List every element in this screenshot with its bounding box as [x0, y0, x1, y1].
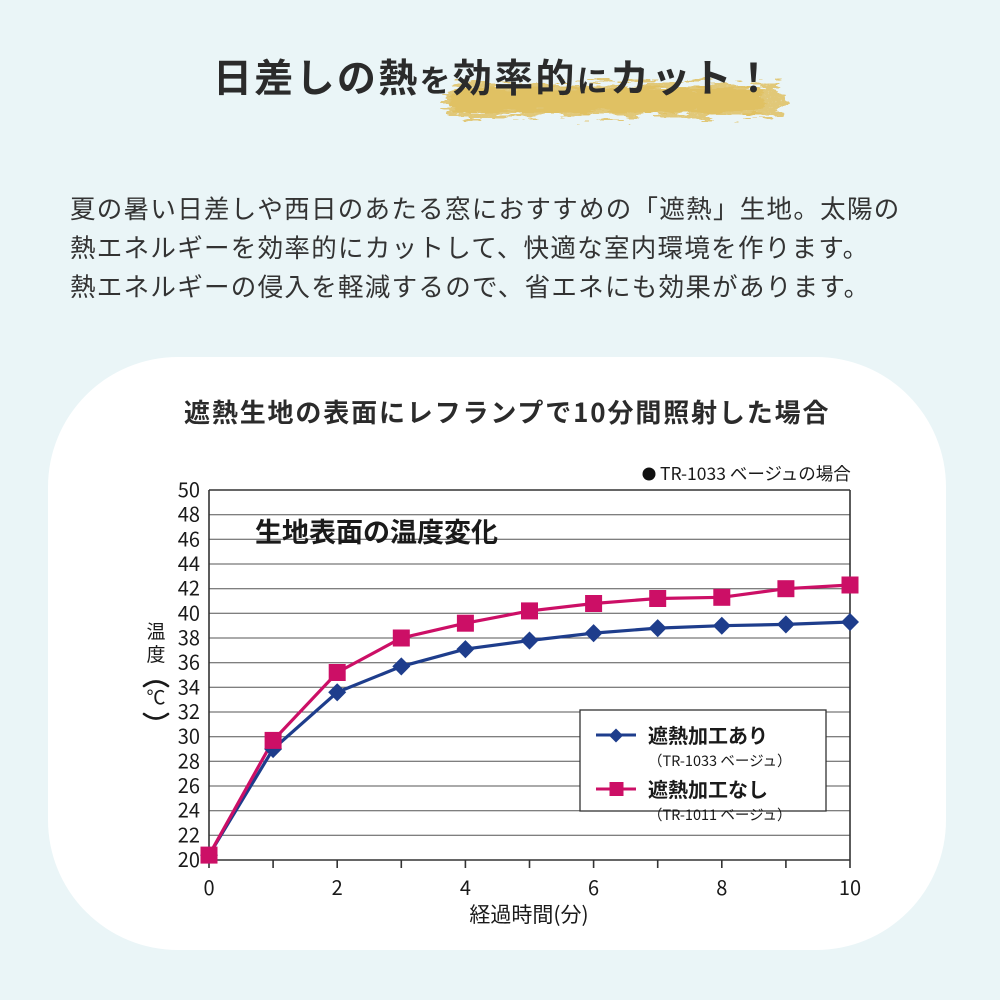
svg-text:遮熱加工なし: 遮熱加工なし — [648, 774, 768, 803]
svg-text:10: 10 — [839, 872, 861, 901]
svg-text:TR-1033 ベージュの場合: TR-1033 ベージュの場合 — [660, 461, 851, 486]
svg-text:（TR-1033 ベージュ）: （TR-1033 ベージュ） — [648, 750, 792, 771]
svg-text:度: 度 — [146, 640, 165, 667]
svg-text:生地表面の温度変化: 生地表面の温度変化 — [255, 511, 498, 550]
svg-text:経過時間(分): 経過時間(分) — [469, 899, 588, 929]
svg-text:2: 2 — [332, 872, 343, 901]
svg-text:8: 8 — [716, 872, 727, 901]
svg-text:20: 20 — [178, 844, 200, 873]
svg-text:（TR-1011 ベージュ）: （TR-1011 ベージュ） — [648, 804, 792, 825]
svg-text:4: 4 — [460, 872, 471, 901]
svg-text:6: 6 — [588, 872, 599, 901]
svg-text:遮熱加工あり: 遮熱加工あり — [648, 720, 768, 749]
svg-text:0: 0 — [203, 872, 214, 901]
svg-text:℃: ℃ — [146, 683, 165, 710]
